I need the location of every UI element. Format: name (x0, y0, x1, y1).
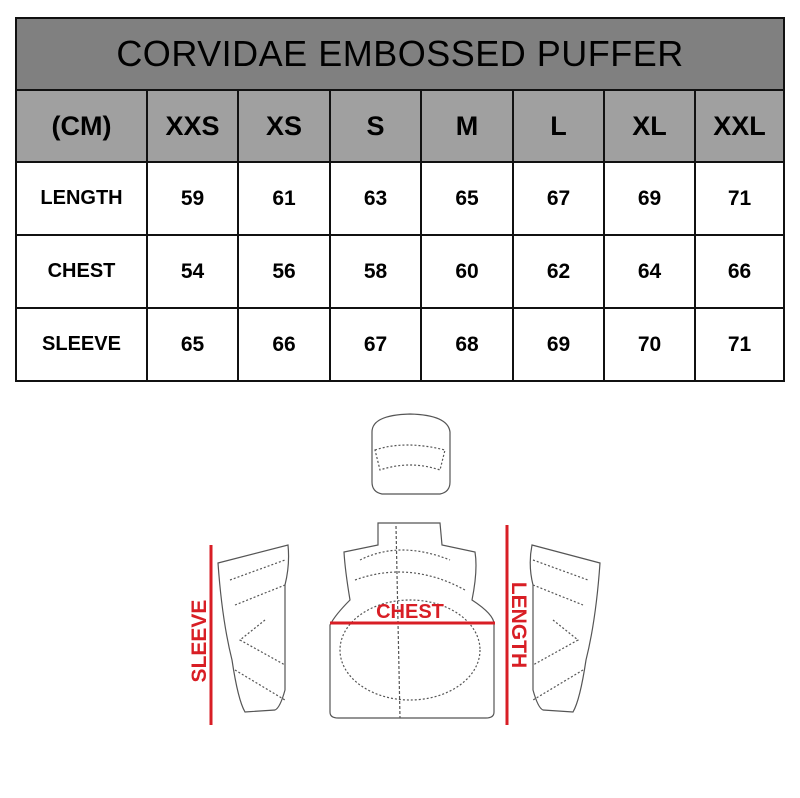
cell: 67 (512, 161, 605, 236)
cell: 59 (146, 161, 239, 236)
size-header-row: (CM) XXS XS S M L XL XXL (15, 89, 786, 163)
cell: 62 (512, 234, 605, 309)
cell: 64 (603, 234, 696, 309)
cell: 68 (420, 307, 514, 382)
size-chart-table: CORVIDAE EMBOSSED PUFFER (CM) XXS XS S M… (14, 17, 786, 382)
size-l: L (512, 89, 605, 163)
right-sleeve-illustration (529, 544, 601, 713)
cell: 66 (237, 307, 331, 382)
cell: 58 (329, 234, 422, 309)
size-m: M (420, 89, 514, 163)
length-label: LENGTH (507, 582, 530, 668)
cell: 69 (512, 307, 605, 382)
table-row-sleeve: SLEEVE 65 66 67 68 69 70 71 (15, 307, 786, 382)
cell: 60 (420, 234, 514, 309)
size-s: S (329, 89, 422, 163)
row-label: CHEST (15, 234, 148, 309)
cell: 71 (693, 307, 786, 382)
cell: 63 (329, 161, 422, 236)
cell: 61 (237, 161, 331, 236)
cell: 69 (603, 161, 696, 236)
size-xxl: XXL (693, 89, 786, 163)
size-xl: XL (603, 89, 696, 163)
cell: 66 (693, 234, 786, 309)
hood-illustration (371, 413, 451, 495)
vest-illustration (329, 522, 495, 719)
unit-label: (CM) (15, 89, 148, 163)
row-label: LENGTH (15, 161, 148, 236)
size-xxs: XXS (146, 89, 239, 163)
chest-label: CHEST (376, 601, 444, 623)
left-sleeve-illustration (217, 544, 290, 713)
size-xs: XS (237, 89, 331, 163)
cell: 56 (237, 234, 331, 309)
garment-diagram: SLEEVE CHEST LENGTH (188, 413, 601, 725)
row-label: SLEEVE (15, 307, 148, 382)
cell: 71 (693, 161, 786, 236)
chart-title: CORVIDAE EMBOSSED PUFFER (14, 17, 786, 91)
cell: 54 (146, 234, 239, 309)
cell: 65 (146, 307, 239, 382)
table-row-chest: CHEST 54 56 58 60 62 64 66 (15, 234, 786, 309)
table-row-length: LENGTH 59 61 63 65 67 69 71 (15, 161, 786, 236)
sleeve-label: SLEEVE (188, 600, 211, 683)
cell: 65 (420, 161, 514, 236)
cell: 70 (603, 307, 696, 382)
cell: 67 (329, 307, 422, 382)
